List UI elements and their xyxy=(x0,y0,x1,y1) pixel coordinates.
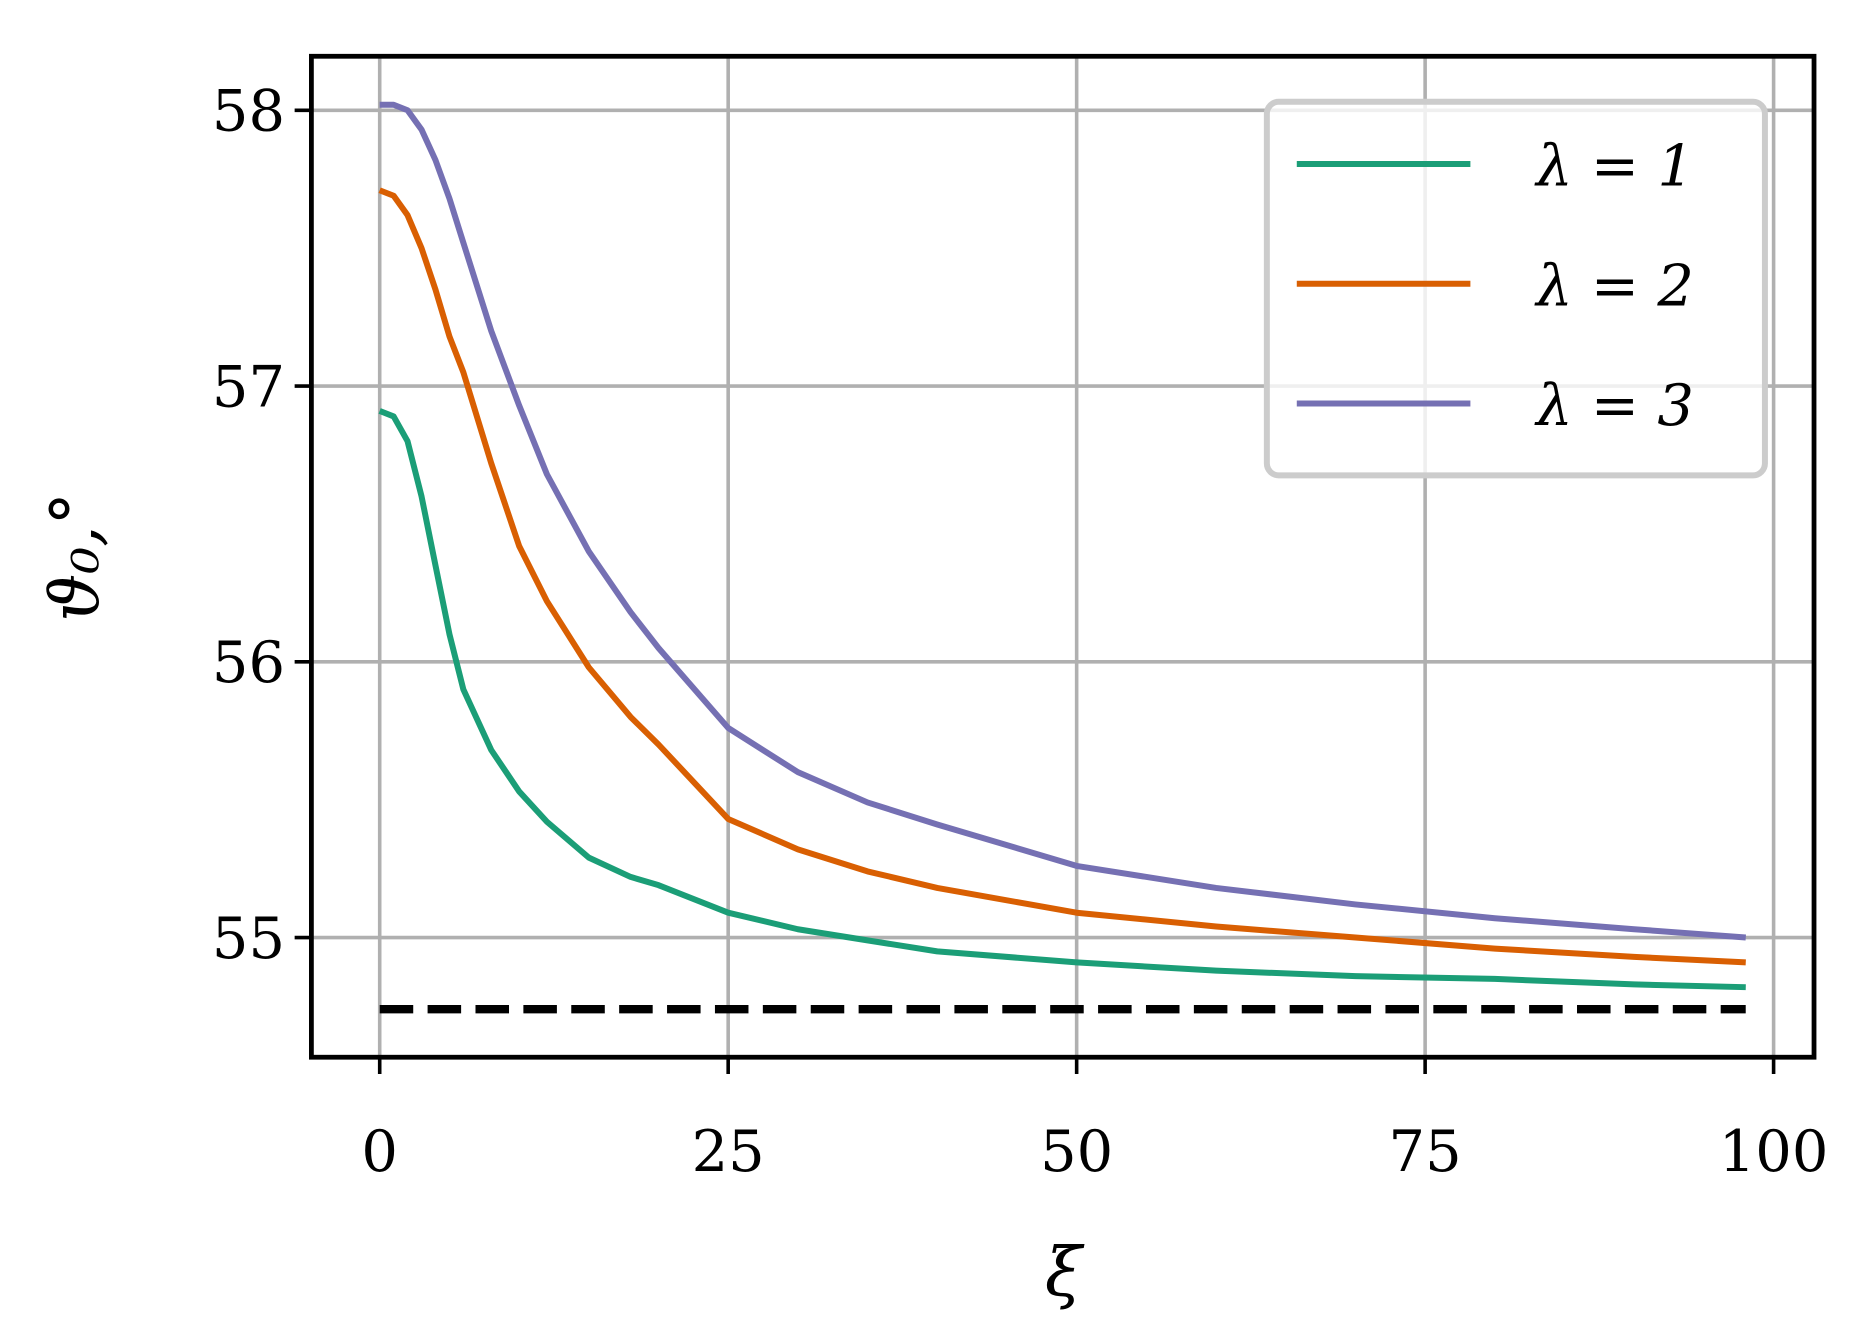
y-tick-label: 55 xyxy=(212,905,285,972)
y-tick-label: 57 xyxy=(212,353,285,420)
y-tick-label: 58 xyxy=(212,78,285,145)
x-tick-label: 25 xyxy=(692,1118,765,1185)
legend-label: λ = 1 xyxy=(1534,133,1694,200)
legend-label: λ = 2 xyxy=(1534,252,1694,319)
series-line xyxy=(379,101,1746,941)
x-tick-label: 100 xyxy=(1719,1118,1829,1185)
x-tick-label: 50 xyxy=(1040,1118,1113,1185)
plot-frame xyxy=(309,53,1817,1060)
x-axis-label: ξ xyxy=(1045,1233,1085,1311)
x-tick-label: 0 xyxy=(361,1118,398,1185)
x-tick-label: 75 xyxy=(1389,1118,1462,1185)
y-tick-label: 56 xyxy=(212,629,285,696)
series-line xyxy=(378,187,1746,966)
y-axis-label: ϑ₀,° xyxy=(36,492,114,622)
legend-box xyxy=(1263,98,1768,479)
legend-label: λ = 3 xyxy=(1534,372,1694,439)
series-line xyxy=(378,408,1746,991)
